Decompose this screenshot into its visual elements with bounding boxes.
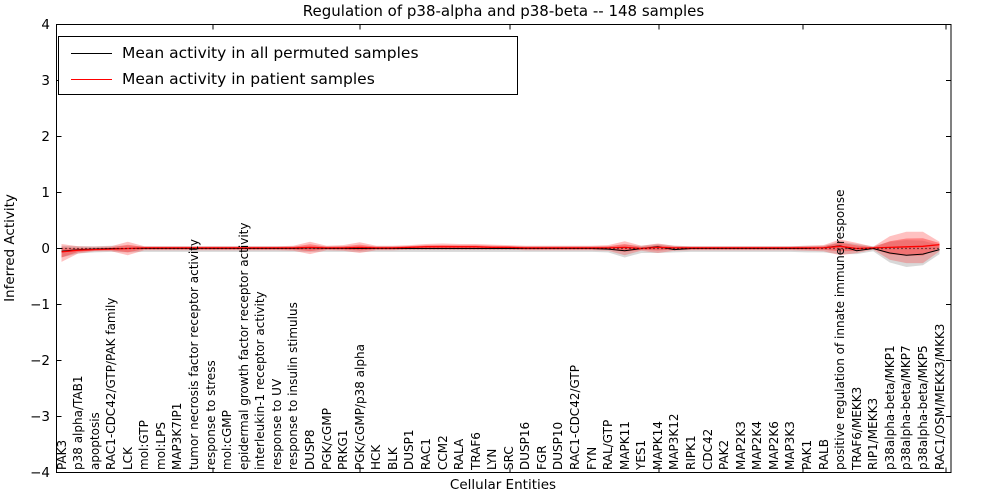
- y-axis-label: Inferred Activity: [2, 194, 18, 302]
- legend-entry: Mean activity in all permuted samples: [71, 40, 517, 66]
- x-axis-label: Cellular Entities: [449, 477, 557, 493]
- permuted-std-band: [61, 240, 940, 267]
- legend-line-sample: [71, 78, 112, 80]
- legend: Mean activity in all permuted samples Me…: [58, 36, 518, 95]
- legend-line-sample: [71, 52, 112, 54]
- chart-title: Regulation of p38-alpha and p38-beta -- …: [302, 2, 705, 20]
- legend-label: Mean activity in patient samples: [122, 70, 375, 88]
- patient-mean-line: [61, 243, 940, 253]
- legend-entry: Mean activity in patient samples: [71, 66, 517, 92]
- legend-label: Mean activity in all permuted samples: [122, 44, 419, 62]
